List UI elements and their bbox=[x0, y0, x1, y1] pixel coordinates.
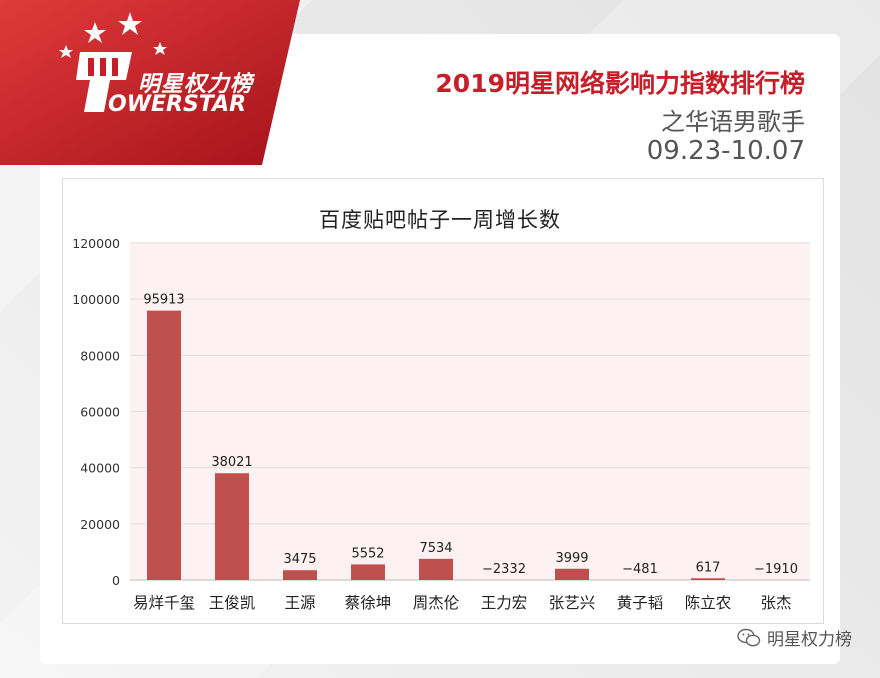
data-label: 617 bbox=[696, 560, 721, 575]
wechat-icon bbox=[737, 628, 761, 646]
x-tick-label: 张杰 bbox=[760, 594, 791, 612]
bar bbox=[283, 570, 317, 580]
bar bbox=[419, 558, 453, 580]
y-tick-label: 0 bbox=[112, 573, 120, 588]
date-range: 09.23-10.07 bbox=[646, 136, 805, 166]
data-label: 3999 bbox=[555, 551, 588, 566]
x-tick-label: 易烊千玺 bbox=[133, 594, 195, 612]
data-label: 7534 bbox=[419, 541, 452, 556]
watermark: 明星权力榜 bbox=[737, 625, 852, 650]
watermark-text: 明星权力榜 bbox=[767, 630, 852, 650]
data-label: 38021 bbox=[211, 455, 252, 470]
bar bbox=[215, 473, 249, 580]
data-label: 95913 bbox=[143, 293, 184, 308]
x-tick-label: 陈立农 bbox=[685, 594, 732, 612]
chart-title: 百度贴吧帖子一周增长数 bbox=[319, 208, 561, 232]
x-tick-label: 王源 bbox=[284, 594, 315, 612]
logo-banner: 明星权力榜 OWERSTAR bbox=[0, 0, 300, 165]
y-tick-label: 40000 bbox=[80, 461, 120, 476]
data-label: 5552 bbox=[351, 546, 384, 561]
bar bbox=[691, 578, 725, 580]
banner-shape bbox=[0, 0, 300, 165]
y-tick-label: 80000 bbox=[80, 348, 120, 363]
x-tick-label: 王俊凯 bbox=[209, 594, 256, 612]
logo-chinese-text: 明星权力榜 bbox=[138, 72, 254, 97]
x-tick-label: 蔡徐坤 bbox=[345, 594, 392, 612]
bar bbox=[147, 310, 181, 580]
bar bbox=[351, 564, 385, 580]
data-label: −1910 bbox=[754, 562, 798, 577]
x-tick-label: 王力宏 bbox=[481, 594, 528, 612]
y-tick-label: 100000 bbox=[72, 292, 120, 307]
x-tick-label: 黄子韬 bbox=[617, 594, 664, 612]
x-tick-label: 张艺兴 bbox=[549, 594, 596, 612]
x-tick-label: 周杰伦 bbox=[413, 594, 460, 612]
data-label: −2332 bbox=[482, 562, 526, 577]
y-tick-label: 60000 bbox=[80, 405, 120, 420]
logo-english-text: OWERSTAR bbox=[108, 92, 247, 117]
y-tick-label: 120000 bbox=[72, 236, 120, 251]
page-subtitle: 之华语男歌手 bbox=[661, 108, 805, 136]
data-label: 3475 bbox=[283, 552, 316, 567]
bar bbox=[555, 568, 589, 580]
star-icon bbox=[59, 12, 167, 58]
data-label: −481 bbox=[622, 562, 658, 577]
page-title: 2019明星网络影响力指数排行榜 bbox=[435, 69, 805, 98]
y-tick-label: 20000 bbox=[80, 517, 120, 532]
